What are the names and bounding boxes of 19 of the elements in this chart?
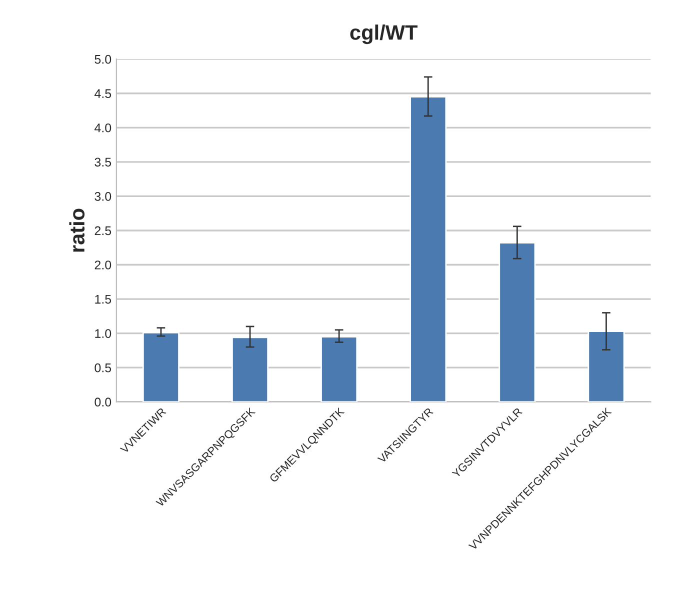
bar (588, 330, 625, 402)
y-tick-label: 1.5 (95, 294, 112, 304)
chart-title: cgl/WT (350, 24, 418, 44)
bar (320, 336, 358, 402)
y-tick-label: 0.5 (94, 363, 112, 372)
y-tick-label: 1.0 (95, 329, 112, 338)
bar (232, 336, 269, 402)
y-tick-label: 3.0 (94, 192, 112, 201)
y-tick-label: 4.0 (94, 123, 112, 132)
y-tick-label: 3.5 (94, 158, 112, 167)
y-tick-label: 0.0 (94, 398, 112, 407)
y-tick-label: 5.0 (94, 54, 112, 64)
y-tick-label: 2.0 (94, 260, 112, 270)
y-axis-title: ratio (69, 208, 85, 252)
bar (498, 242, 536, 402)
bar (410, 96, 447, 402)
y-tick-label: 4.5 (94, 89, 112, 98)
y-tick-label: 2.5 (94, 226, 112, 236)
bar (142, 332, 180, 402)
